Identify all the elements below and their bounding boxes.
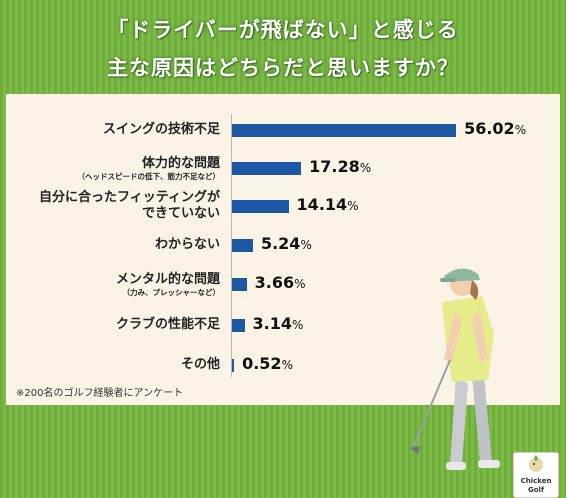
category-note: （力み、プレッシャーなど） [122, 287, 221, 297]
bar [232, 123, 457, 137]
value-unit: % [347, 199, 359, 213]
chart-axis-line [231, 114, 232, 377]
bar [232, 199, 289, 213]
category-label-text: クラブの性能不足 [115, 317, 220, 332]
category-label-text: 自分に合ったフィッティングが [39, 190, 220, 205]
value-label: 3.66% [255, 273, 306, 292]
category-label-text: スイングの技術不足 [102, 122, 220, 137]
bar [232, 318, 245, 332]
bar [232, 161, 302, 175]
value-label: 3.14% [253, 314, 304, 333]
logo-word-1: Chicken [520, 477, 552, 485]
value-number: 17.28 [309, 157, 360, 176]
value-number: 3.14 [252, 314, 293, 333]
category-label: わからない [155, 237, 220, 253]
value-unit: % [300, 238, 312, 252]
title-line-2: 主な原因はどちらだと思いますか？ [107, 56, 459, 80]
value-unit: % [281, 358, 293, 372]
bar [232, 277, 247, 291]
value-unit: % [359, 161, 372, 175]
golfer-illustration-icon [410, 268, 500, 470]
category-label: クラブの性能不足 [116, 317, 220, 333]
value-unit: % [294, 277, 306, 291]
value-number: 5.24 [260, 234, 301, 253]
category-label-text: できていない [141, 206, 220, 221]
title-line-1: 「ドライバーが飛ばない」と感じる [107, 18, 459, 42]
header-banner: 「ドライバーが飛ばない」と感じる 主な原因はどちらだと思いますか？ [0, 0, 566, 94]
chicken-golf-logo: Chicken Golf [513, 452, 559, 498]
category-label: スイングの技術不足 [103, 122, 220, 138]
chart-panel: Chicken Golf ※200名のゴルフ経験者にアンケート スイングの技術不… [6, 94, 560, 498]
value-label: 56.02% [464, 119, 526, 138]
category-label: メンタル的な問題 （力み、プレッシャーなど） [116, 272, 220, 297]
category-note: （ヘッドスピードの低下、筋力不足など） [77, 171, 221, 181]
bar [232, 238, 253, 252]
bar [232, 358, 235, 372]
value-number: 14.14 [296, 195, 348, 214]
value-number: 3.66 [254, 273, 295, 292]
value-label: 0.52% [242, 354, 293, 373]
value-label: 14.14% [297, 195, 359, 214]
category-label: 自分に合ったフィッティングが できていない [39, 190, 220, 222]
value-number: 56.02 [464, 119, 515, 138]
value-unit: % [514, 123, 527, 137]
category-label-text: その他 [180, 357, 220, 372]
value-number: 0.52 [242, 354, 282, 373]
value-unit: % [292, 318, 304, 332]
value-label: 17.28% [309, 157, 371, 176]
footnote: ※200名のゴルフ経験者にアンケート [16, 388, 184, 399]
logo-word-2: Golf [528, 486, 544, 494]
category-label-text: 体力的な問題 [141, 155, 220, 171]
category-label-text: わからない [154, 237, 220, 252]
category-label: 体力的な問題 （ヘッドスピードの低下、筋力不足など） [78, 156, 221, 181]
category-label: その他 [181, 357, 220, 373]
chick-logo-icon [529, 455, 543, 472]
value-label: 5.24% [261, 234, 312, 253]
category-label-text: メンタル的な問題 [115, 271, 220, 287]
